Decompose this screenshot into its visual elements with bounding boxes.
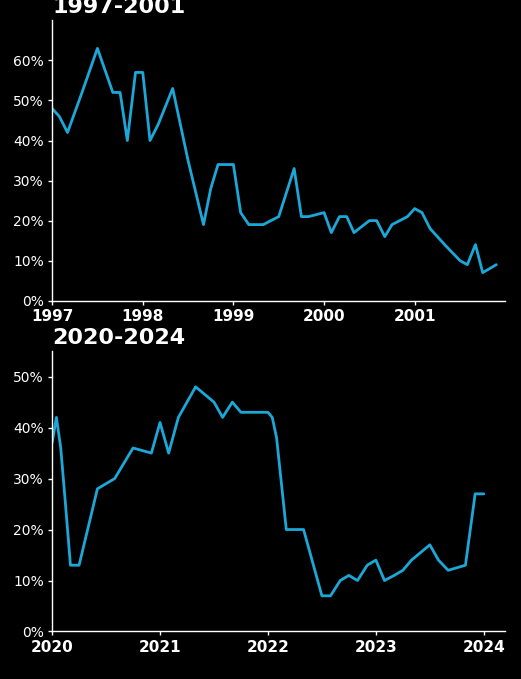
Text: 2020-2024: 2020-2024	[52, 328, 185, 348]
Text: 1997-2001: 1997-2001	[52, 0, 185, 18]
